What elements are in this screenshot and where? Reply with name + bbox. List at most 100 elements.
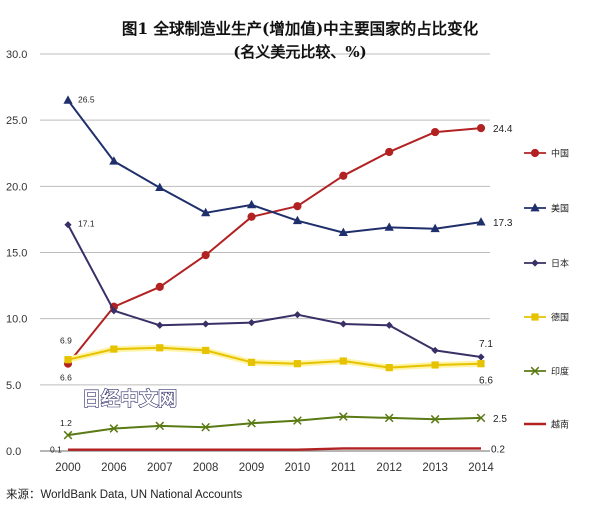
series-3 xyxy=(64,344,485,372)
x-tick-label: 2009 xyxy=(239,462,265,474)
data-point xyxy=(156,321,164,329)
data-point xyxy=(339,357,347,365)
data-label: 6.6 xyxy=(479,376,493,387)
data-label: 17.1 xyxy=(78,219,95,229)
data-label: 7.1 xyxy=(479,339,493,350)
data-point xyxy=(431,361,439,369)
series-line xyxy=(67,127,482,365)
legend-label: 中国 xyxy=(551,148,569,160)
gridlines xyxy=(40,53,490,452)
y-tick-label: 5.0 xyxy=(6,380,21,392)
data-point xyxy=(202,346,210,355)
legend-label: 印度 xyxy=(551,366,569,378)
legend-item-4: 印度 xyxy=(524,366,569,378)
data-point xyxy=(155,282,164,292)
data-label: 17.3 xyxy=(493,218,513,229)
chart-subtitle: (名义美元比较、%) xyxy=(233,43,366,61)
legend-item-0: 中国 xyxy=(524,148,569,160)
x-tick-label: 2013 xyxy=(422,462,448,474)
data-point xyxy=(385,364,393,372)
x-tick-label: 2011 xyxy=(331,462,356,474)
data-point xyxy=(292,215,303,225)
data-label: 6.9 xyxy=(60,336,72,346)
data-point xyxy=(293,360,302,368)
data-point xyxy=(201,251,210,260)
x-tick-label: 2010 xyxy=(285,462,311,474)
source-note: 来源：WorldBank Data, UN National Accounts xyxy=(6,487,243,501)
series-0 xyxy=(63,124,486,368)
data-point xyxy=(293,202,302,211)
data-label: 2.5 xyxy=(493,414,507,425)
data-point xyxy=(247,418,256,428)
data-point xyxy=(338,227,348,237)
data-label: 26.5 xyxy=(78,94,95,104)
x-tick-label: 2007 xyxy=(147,462,173,474)
data-point xyxy=(63,95,73,104)
watermark-logo: 日经中文网 xyxy=(82,387,177,410)
y-tick-label: 20.0 xyxy=(6,181,27,193)
data-point xyxy=(476,124,486,133)
data-point xyxy=(530,366,540,376)
data-point xyxy=(64,221,72,229)
data-point xyxy=(384,413,394,423)
legend-item-3: 德国 xyxy=(524,312,569,324)
data-point xyxy=(530,148,540,158)
data-point xyxy=(530,203,540,212)
data-point xyxy=(156,344,164,352)
legend-item-5: 越南 xyxy=(524,419,569,431)
legend-label: 日本 xyxy=(551,258,569,270)
data-point xyxy=(430,223,440,233)
series-line xyxy=(67,415,482,437)
data-point xyxy=(201,207,211,217)
data-point xyxy=(293,311,302,319)
data-point xyxy=(201,422,210,432)
data-point xyxy=(293,416,302,425)
data-point xyxy=(110,345,118,353)
legend-label: 越南 xyxy=(551,419,569,431)
series-line xyxy=(68,447,481,451)
legend-item-1: 美国 xyxy=(524,203,569,215)
data-point xyxy=(384,222,394,231)
data-point xyxy=(155,182,165,192)
y-tick-label: 15.0 xyxy=(6,248,27,260)
series-4 xyxy=(63,412,486,440)
x-tick-label: 2008 xyxy=(193,462,219,474)
data-point xyxy=(339,320,347,328)
data-point xyxy=(155,421,165,431)
series-group xyxy=(63,95,486,451)
series-line xyxy=(67,224,482,358)
data-point xyxy=(531,259,539,267)
data-point xyxy=(385,321,393,329)
data-point xyxy=(247,212,256,221)
data-labels: 6.6 24.4 26.5 17.3 17.1 7.1 6.9 6.6 1.2 2.5 0.1 0.2 xyxy=(50,94,513,455)
x-axis-ticks: 2000 2006 2007 2008 2009 2010 2011 2012 2013 2014 xyxy=(55,462,494,474)
x-tick-label: 2014 xyxy=(468,462,494,474)
y-axis-ticks: 0.0 5.0 10.0 15.0 20.0 25.0 30.0 xyxy=(6,49,27,458)
data-point xyxy=(385,147,394,157)
data-point xyxy=(431,346,439,355)
data-point xyxy=(477,360,485,368)
series-5 xyxy=(68,447,481,451)
y-tick-label: 30.0 xyxy=(6,49,27,61)
chart-title: 图1 全球制造业生产(增加值)中主要国家的占比变化 xyxy=(122,19,479,38)
data-point xyxy=(109,424,119,433)
data-point xyxy=(476,217,486,226)
x-tick-label: 2000 xyxy=(55,462,81,474)
data-label: 6.6 xyxy=(60,373,72,383)
legend-label: 德国 xyxy=(551,312,569,324)
data-point xyxy=(339,412,348,421)
y-tick-label: 25.0 xyxy=(6,115,27,127)
legend-label: 美国 xyxy=(551,203,569,215)
data-point xyxy=(339,171,348,180)
data-point xyxy=(247,319,256,327)
y-tick-label: 0.0 xyxy=(6,446,21,458)
data-point xyxy=(430,414,440,424)
data-point xyxy=(202,320,210,328)
data-label: 1.2 xyxy=(60,418,72,428)
data-point xyxy=(477,353,485,361)
data-point xyxy=(476,413,486,423)
data-label: 24.4 xyxy=(493,124,513,135)
data-label: 0.1 xyxy=(50,445,62,455)
